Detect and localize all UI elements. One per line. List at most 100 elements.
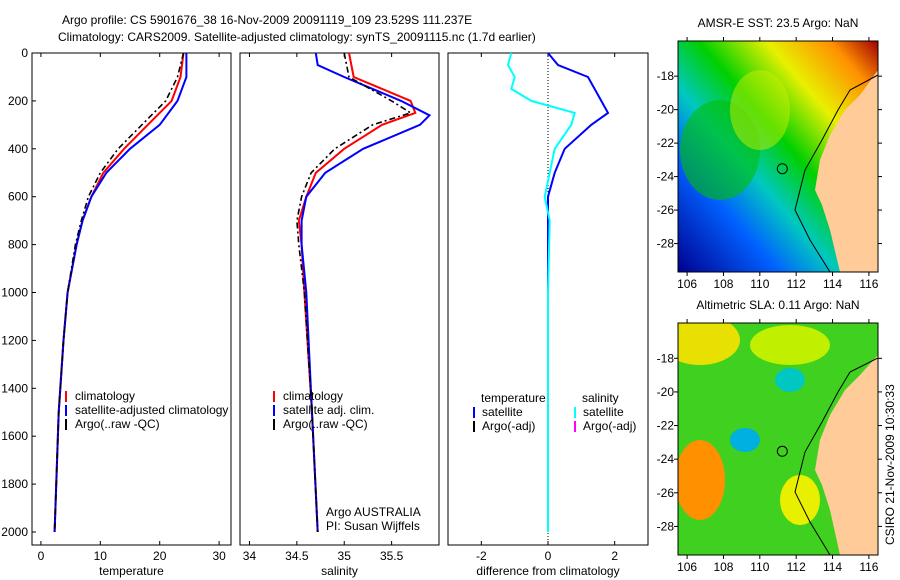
x-tick-label: 0	[545, 549, 552, 563]
y-tick-label: -26	[657, 203, 675, 217]
y-tick-label: 0	[21, 46, 28, 60]
credit-line-2: PI: Susan Wijffels	[326, 519, 420, 533]
legend-entry: satellite adj. clim.	[283, 403, 374, 417]
y-tick-label: 1400	[1, 381, 28, 395]
x-tick-label: 112	[787, 277, 806, 291]
y-tick-label: -24	[657, 452, 675, 466]
y-tick-label: 1200	[1, 333, 28, 347]
x-tick-label: 114	[823, 277, 842, 291]
y-tick-label: -28	[657, 519, 675, 533]
map-frame	[677, 40, 879, 273]
legend-entry: Argo(-adj)	[583, 419, 636, 433]
sla-blob	[678, 323, 740, 365]
map-axes-1: AMSR-E SST: 23.5 Argo: NaN 106 108 110 112 11…	[657, 16, 882, 291]
x-tick-label: 112	[787, 560, 806, 574]
series-line-satellite-adj-clim-	[300, 52, 432, 533]
y-tick-label: 400	[8, 142, 28, 156]
axes-box	[239, 52, 440, 546]
map-axes-2: Altimetric SLA: 0.11 Argo: NaN 106 108 110 1…	[657, 298, 882, 574]
y-tick-label: 1600	[1, 429, 28, 443]
x-tick-label: 108	[713, 560, 733, 574]
series-line-climatology	[53, 52, 185, 533]
x-tick-label: 20	[153, 549, 167, 563]
x-tick-label: 106	[677, 277, 697, 291]
coastline-contour	[794, 357, 878, 555]
profile-location-marker	[776, 445, 788, 457]
legend-entry: climatology	[75, 389, 135, 403]
map-title: AMSR-E SST: 23.5 Argo: NaN	[698, 16, 859, 30]
y-tick-label: -22	[657, 419, 675, 433]
x-tick-label: 108	[713, 277, 733, 291]
y-tick-label: -20	[657, 385, 675, 399]
title-line-1: Argo profile: CS 5901676_38 16-Nov-2009 …	[62, 13, 472, 27]
coastline-contour	[794, 74, 878, 272]
legend-entry: satellite	[583, 405, 624, 419]
land	[815, 70, 878, 272]
y-tick-label: 1000	[1, 286, 28, 300]
legend-entry: Argo(..raw -QC)	[75, 417, 160, 431]
x-axis-label: difference from climatology	[476, 564, 619, 578]
y-tick-label: 200	[8, 94, 28, 108]
legend-entry: Argo(..raw -QC)	[283, 417, 368, 431]
sst-map	[678, 41, 878, 272]
x-tick-label: 10	[94, 549, 108, 563]
x-axis-label: salinity	[321, 564, 358, 578]
series-line-argo-raw-qc-	[296, 52, 413, 533]
map-frame	[677, 322, 879, 556]
y-tick-label: 600	[8, 190, 28, 204]
sla-blob	[678, 440, 725, 520]
sst-blob	[730, 70, 790, 150]
map-title: Altimetric SLA: 0.11 Argo: NaN	[696, 298, 859, 312]
sla-map	[678, 323, 878, 555]
x-tick-label: 34	[243, 549, 257, 563]
y-tick-label: 800	[8, 238, 28, 252]
y-tick-label: -18	[657, 69, 675, 83]
x-axis-label: temperature	[99, 564, 164, 578]
series-line-climatology	[297, 52, 417, 533]
x-tick-label: 116	[859, 560, 878, 574]
x-tick-label: 2	[611, 549, 618, 563]
y-tick-label: -28	[657, 237, 675, 251]
series-line-salinity-satellite	[506, 52, 576, 532]
x-tick-label: 30	[212, 549, 226, 563]
legend-header: temperature	[481, 391, 546, 405]
legend-entry: climatology	[283, 389, 343, 403]
legend-header: salinity	[582, 391, 619, 405]
x-tick-label: 110	[750, 277, 769, 291]
y-tick-label: -26	[657, 486, 675, 500]
y-tick-label: -24	[657, 170, 675, 184]
y-tick-label: 1800	[1, 477, 28, 491]
y-tick-label: 2000	[1, 525, 28, 539]
land	[815, 355, 878, 555]
timestamp-label: CSIRO 21-Nov-2009 10:30:33	[883, 384, 897, 545]
series-line-argo-raw-qc-	[53, 52, 185, 533]
credit-line-1: Argo AUSTRALIA	[326, 505, 421, 519]
y-tick-label: -20	[657, 103, 675, 117]
x-tick-label: 35.5	[380, 549, 404, 563]
sla-blob	[780, 475, 820, 525]
sla-blob	[775, 368, 805, 392]
y-tick-label: -22	[657, 136, 675, 150]
profile-location-marker	[776, 163, 788, 175]
legend-entry: satellite-adjusted climatology	[75, 403, 228, 417]
x-tick-label: 106	[677, 560, 697, 574]
sla-blob	[730, 428, 760, 452]
profile-panel-2: 34 34.5 35 35.5 salinity climatologysatellite…	[239, 52, 440, 578]
series-line-temperature-satellite	[547, 52, 610, 532]
x-tick-label: 35	[338, 549, 352, 563]
y-tick-label: -18	[657, 351, 675, 365]
profile-panel-1: 0 10 20 30 0 200 400 600 800 1000 1200 1400 1600 1800…	[1, 46, 232, 578]
x-tick-label: 110	[750, 560, 769, 574]
axes-box	[31, 52, 232, 546]
x-tick-label: 114	[823, 560, 842, 574]
x-tick-label: -2	[476, 549, 487, 563]
x-tick-label: 34.5	[285, 549, 309, 563]
sla-blob	[750, 325, 830, 365]
x-tick-label: 116	[859, 277, 878, 291]
legend-entry: Argo(-adj)	[482, 419, 535, 433]
title-line-2: Climatology: CARS2009. Satellite-adjuste…	[58, 30, 536, 44]
x-tick-label: 0	[38, 549, 45, 563]
